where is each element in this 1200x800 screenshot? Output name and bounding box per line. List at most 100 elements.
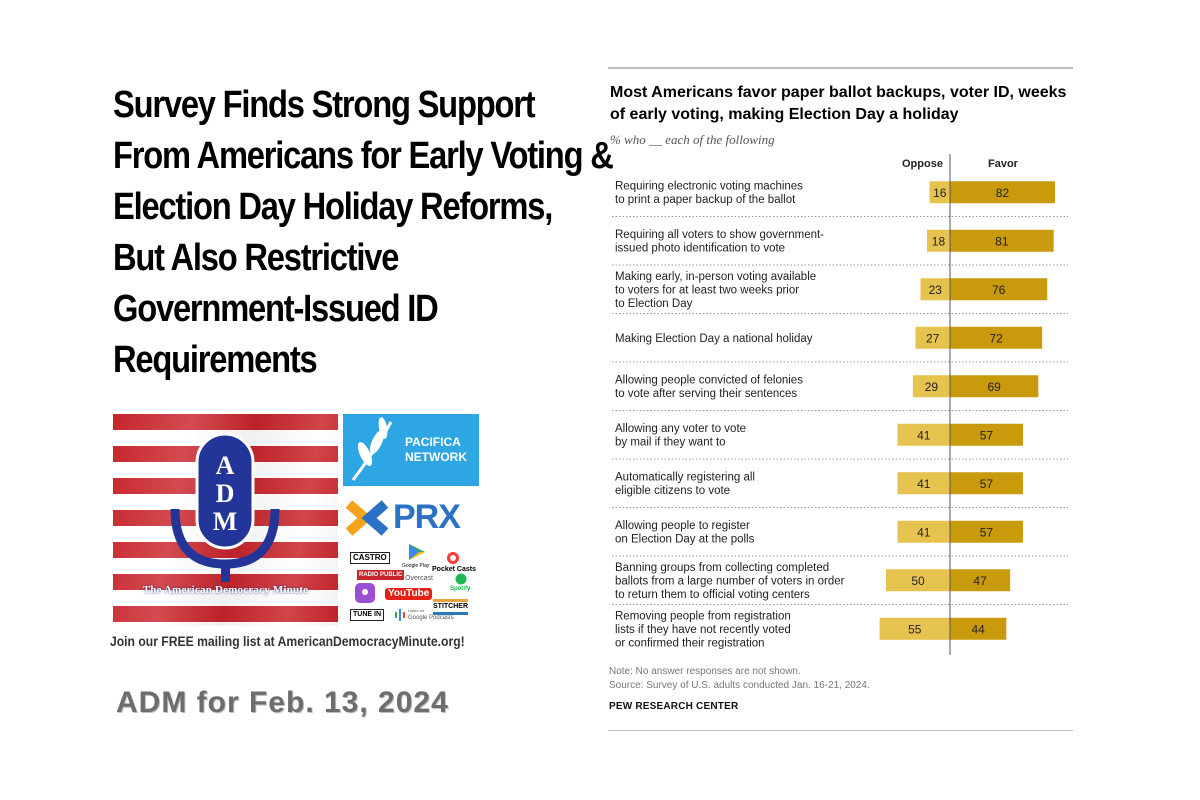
spotify-label: Spotify <box>450 586 471 592</box>
google-podcasts-listen: Listen on <box>408 608 425 613</box>
category-label: Making Election Day a national holiday <box>615 333 813 345</box>
google-play-icon <box>409 544 425 560</box>
chart-top-rule <box>608 67 1073 69</box>
favor-value-label: 81 <box>995 234 1009 248</box>
category-label: to return them to official voting center… <box>615 589 810 601</box>
oppose-value-label: 41 <box>917 477 931 491</box>
oppose-header: Oppose <box>902 158 943 170</box>
oppose-bar <box>897 472 950 495</box>
oppose-bar <box>912 375 950 398</box>
category-label: Allowing any voter to vote <box>615 423 746 435</box>
chart-subtitle: % who __ each of the following <box>610 132 775 147</box>
google-podcasts-icon <box>395 609 405 621</box>
favor-value-label: 76 <box>992 283 1006 297</box>
headline-line: Requirements <box>113 339 318 381</box>
castro-badge: CASTRO <box>350 552 390 564</box>
tunein-badge: TUNE IN <box>350 609 384 621</box>
category-label: Making early, in-person voting available <box>615 271 816 283</box>
favor-value-label: 47 <box>973 574 987 588</box>
pocket-casts-icon <box>447 552 459 564</box>
headline-line: Survey Finds Strong Support <box>113 84 536 126</box>
favor-value-label: 69 <box>987 380 1001 394</box>
category-label: ballots from a large number of voters in… <box>615 575 845 587</box>
stitcher-badge: STITCHER <box>433 599 468 615</box>
microphone-icon: A D M <box>170 432 280 582</box>
pacifica-logo: PACIFICA NETWORK <box>343 414 479 486</box>
category-label: lists if they have not recently voted <box>615 624 791 636</box>
category-label: on Election Day at the polls <box>615 534 755 546</box>
headline-line: Election Day Holiday Reforms, <box>113 186 553 228</box>
chart-bottom-rule <box>608 730 1073 731</box>
oppose-bar <box>920 278 950 301</box>
favor-bar <box>950 423 1023 446</box>
oppose-value-label: 55 <box>908 622 922 636</box>
chart-source: Source: Survey of U.S. adults conducted … <box>609 680 870 691</box>
favor-value-label: 44 <box>971 622 985 636</box>
category-label: to print a paper backup of the ballot <box>615 194 796 206</box>
youtube-badge: YouTube <box>385 588 433 600</box>
oppose-value-label: 29 <box>925 380 939 394</box>
oppose-bar <box>897 520 950 543</box>
olive-branch-icon <box>351 417 393 481</box>
category-label: or confirmed their registration <box>615 637 765 649</box>
pocket-casts-label: Pocket Casts <box>432 566 476 573</box>
category-label: Banning groups from collecting completed <box>615 562 829 574</box>
headline-line: But Also Restrictive <box>113 237 399 279</box>
category-label: Automatically registering all <box>615 472 755 484</box>
favor-bar <box>950 375 1039 398</box>
category-label: to Election Day <box>615 298 693 310</box>
oppose-value-label: 41 <box>917 525 931 539</box>
oppose-value-label: 23 <box>929 283 943 297</box>
category-label: by mail if they want to <box>615 437 726 449</box>
category-label: Allowing people convicted of felonies <box>615 375 803 387</box>
mailing-list-text: Join our FREE mailing list at AmericanDe… <box>110 634 465 649</box>
oppose-value-label: 50 <box>911 574 925 588</box>
favor-value-label: 72 <box>989 331 1003 345</box>
headline-line: Government-Issued ID <box>113 288 439 330</box>
oppose-value-label: 18 <box>932 234 946 248</box>
oppose-value-label: 41 <box>917 428 931 442</box>
favor-bar <box>950 229 1054 252</box>
pacifica-line: NETWORK <box>405 450 467 464</box>
favor-bar <box>950 617 1007 640</box>
favor-bar <box>950 569 1011 592</box>
overcast-badge: Overcast <box>405 575 434 582</box>
chart-title: Most Americans favor paper ballot backup… <box>610 84 1067 123</box>
logo-letter: M <box>213 507 238 536</box>
oppose-bar <box>915 326 950 349</box>
headline: Survey Finds Strong Support From America… <box>113 80 614 386</box>
logo-letter: A <box>216 451 235 480</box>
google-play-label: Google Play <box>402 563 430 569</box>
category-label: issued photo identification to vote <box>615 243 785 255</box>
favor-value-label: 57 <box>980 477 994 491</box>
favor-value-label: 57 <box>980 428 994 442</box>
category-label: Requiring electronic voting machines <box>615 181 803 193</box>
google-podcasts-label: Google Podcasts <box>408 615 454 621</box>
logo-caption: The American Democracy Minute <box>142 584 309 596</box>
pacifica-line: PACIFICA <box>405 435 461 449</box>
apple-podcasts-icon <box>355 583 375 603</box>
category-label: Removing people from registration <box>615 610 791 622</box>
oppose-bar <box>926 229 950 252</box>
oppose-value-label: 27 <box>926 331 940 345</box>
favor-value-label: 82 <box>996 186 1010 200</box>
podcast-app-badges: CASTRO Google Play Pocket Casts RADIO PU… <box>345 543 480 625</box>
favor-header: Favor <box>988 158 1018 170</box>
radio-public-badge: RADIO PUBLIC <box>357 570 405 580</box>
favor-value-label: 57 <box>980 525 994 539</box>
oppose-bar <box>897 423 950 446</box>
logo-letter: D <box>216 479 235 508</box>
category-label: to voters for at least two weeks prior <box>615 284 799 296</box>
favor-bar <box>950 520 1023 543</box>
category-label: to vote after serving their sentences <box>615 388 797 400</box>
chart-note: Note: No answer responses are not shown. <box>609 666 801 677</box>
oppose-bar <box>879 617 950 640</box>
pacifica-name: PACIFICA NETWORK <box>405 435 467 465</box>
favor-bar <box>950 326 1043 349</box>
spotify-icon <box>455 573 467 585</box>
oppose-bar <box>886 569 950 592</box>
chart-publisher: PEW RESEARCH CENTER <box>609 701 739 712</box>
prx-name: PRX <box>393 498 461 536</box>
favor-bar <box>950 472 1023 495</box>
oppose-value-label: 16 <box>933 186 947 200</box>
